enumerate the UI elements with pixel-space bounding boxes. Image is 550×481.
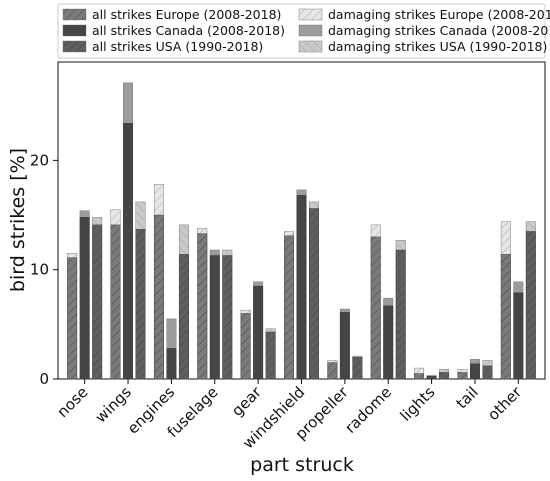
x-tick-label-lights: lights	[397, 383, 439, 425]
bar-all-hatch-europe-tail	[457, 372, 468, 379]
bar-all-canada-gear	[253, 285, 264, 380]
legend-label-all-canada: all strikes Canada (2008-2018)	[92, 23, 285, 38]
bar-all-canada-windshield	[296, 195, 307, 380]
y-tick-label-0: 0	[39, 370, 49, 388]
y-tick-label-20: 20	[30, 151, 49, 169]
y-axis-label: bird strikes [%]	[7, 148, 29, 292]
bar-all-hatch-usa-lights	[439, 372, 449, 379]
bar-all-hatch-europe-fuselage	[197, 233, 208, 379]
x-axis-label: part struck	[250, 454, 354, 476]
legend-swatch-hatch-damaging-usa	[299, 41, 322, 52]
x-tick-label-other: other	[484, 383, 526, 425]
legend-label-damaging-canada: damaging strikes Canada (2008-2018)	[328, 23, 550, 38]
legend-label-all-usa: all strikes USA (1990-2018)	[92, 39, 263, 54]
bar-all-hatch-europe-lights	[414, 373, 424, 379]
x-tick-label-nose: nose	[54, 383, 92, 421]
bar-all-hatch-europe-radome	[370, 236, 381, 379]
bar-all-hatch-usa-fuselage	[222, 255, 233, 379]
legend-swatch-hatch-all-usa	[63, 41, 86, 52]
x-tick-label-radome: radome	[341, 383, 395, 437]
bar-all-hatch-usa-gear	[265, 331, 276, 379]
bar-all-hatch-europe-nose	[67, 257, 77, 379]
bar-all-hatch-europe-wings	[110, 224, 121, 379]
legend-label-damaging-usa: damaging strikes USA (1990-2018)	[328, 39, 547, 54]
y-axis: 0 10 20	[30, 151, 58, 388]
legend-label-all-europe: all strikes Europe (2008-2018)	[92, 7, 281, 22]
x-tick-label-gear: gear	[228, 383, 265, 420]
bar-all-hatch-europe-other	[501, 254, 511, 379]
x-tick-label-tail: tail	[452, 383, 481, 412]
bar-all-hatch-usa-nose	[92, 224, 102, 379]
bar-all-canada-propeller	[339, 312, 350, 380]
bar-all-canada-fuselage	[209, 255, 220, 380]
legend-swatch-hatch-all-europe	[63, 9, 86, 20]
bar-all-hatch-usa-wings	[135, 229, 146, 379]
bar-all-hatch-usa-windshield	[309, 208, 319, 379]
bar-all-hatch-usa-radome	[395, 250, 406, 379]
legend-label-damaging-europe: damaging strikes Europe (2008-2018)	[328, 7, 550, 22]
legend-swatch-damaging-canada	[298, 24, 323, 37]
bar-all-hatch-usa-propeller	[352, 357, 363, 379]
bar-all-canada-wings	[123, 123, 133, 380]
bar-all-canada-nose	[79, 217, 90, 380]
bar-all-hatch-europe-gear	[240, 313, 251, 379]
y-tick-label-10: 10	[30, 261, 49, 279]
bar-all-canada-radome	[383, 305, 394, 380]
bar-all-hatch-europe-propeller	[327, 362, 338, 379]
bar-all-canada-tail	[470, 363, 480, 380]
bar-all-canada-engines	[166, 348, 177, 380]
bar-all-hatch-usa-other	[526, 231, 536, 379]
bar-all-canada-lights	[426, 375, 437, 380]
bar-all-hatch-usa-engines	[179, 254, 189, 379]
legend: all strikes Europe (2008-2018)all strike…	[57, 3, 550, 59]
bars-group	[67, 82, 536, 380]
bar-all-hatch-usa-tail	[482, 365, 493, 379]
bar-all-hatch-europe-windshield	[284, 235, 294, 379]
bar-all-hatch-europe-engines	[154, 215, 164, 379]
legend-swatch-hatch-damaging-europe	[299, 9, 322, 20]
bar-all-canada-other	[513, 292, 524, 380]
legend-swatch-all-canada	[62, 24, 87, 37]
